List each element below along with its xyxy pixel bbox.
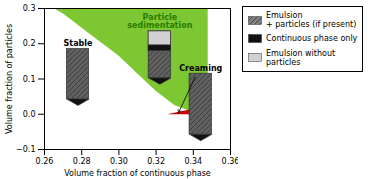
svg-text:0.26: 0.26 <box>36 157 54 166</box>
svg-text:Volume fraction of particles: Volume fraction of particles <box>5 24 14 134</box>
svg-text:Volume fraction of continuous: Volume fraction of continuous phase <box>64 169 211 178</box>
html-text:Continuous phase only: Continuous phase only <box>266 34 358 44</box>
svg-text:0.3: 0.3 <box>23 4 36 13</box>
svg-text:Creaming: Creaming <box>179 64 222 73</box>
html-text:Emulsion without particles: Emulsion without particles <box>266 48 336 67</box>
html-text:Emulsion + particles (if prese: Emulsion + particles (if present) <box>266 11 357 30</box>
svg-text:0.30: 0.30 <box>110 157 128 166</box>
svg-text:0.36: 0.36 <box>222 157 238 166</box>
svg-text:0.32: 0.32 <box>147 157 165 166</box>
svg-text:Stable: Stable <box>64 39 93 48</box>
svg-text:0.1: 0.1 <box>23 75 36 84</box>
svg-text:0.0: 0.0 <box>23 110 36 119</box>
svg-text:0.28: 0.28 <box>73 157 91 166</box>
svg-text:0.34: 0.34 <box>184 157 202 166</box>
svg-text:Particlesedimentation: Particlesedimentation <box>127 13 192 30</box>
svg-text:−0.1: −0.1 <box>16 145 35 154</box>
svg-text:0.2: 0.2 <box>23 39 36 48</box>
